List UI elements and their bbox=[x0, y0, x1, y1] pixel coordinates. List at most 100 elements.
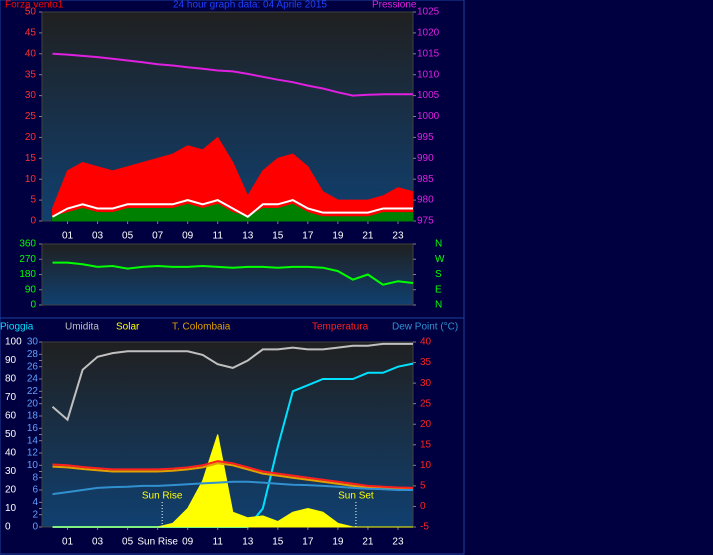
y3-tick-label: 24 bbox=[27, 374, 39, 385]
y3-tick-label: 4 bbox=[32, 497, 38, 508]
x-tick-label: 13 bbox=[242, 231, 254, 242]
x-tick-label: 01 bbox=[62, 231, 74, 242]
y2-tick-label: S bbox=[435, 269, 442, 280]
y-tick-label: 90 bbox=[5, 355, 17, 366]
chart-title: 24 hour graph data: 04 Aprile 2015 bbox=[173, 0, 327, 11]
x-tick-label: 07 bbox=[152, 231, 164, 242]
x-tick-label: 11 bbox=[213, 537, 224, 548]
y-tick-label: 70 bbox=[5, 392, 17, 403]
y2-tick-label: 1000 bbox=[417, 111, 440, 122]
y2-tick-label: -5 bbox=[420, 522, 429, 533]
y-tick-label: 40 bbox=[25, 48, 37, 59]
y2-tick-label: 985 bbox=[417, 174, 434, 185]
legend-label: T. Colombaia bbox=[172, 322, 231, 333]
y-tick-label: 30 bbox=[5, 466, 17, 477]
y2-tick-label: 40 bbox=[420, 337, 432, 348]
x-tick-label: 21 bbox=[362, 537, 374, 548]
y3-tick-label: 20 bbox=[27, 398, 39, 409]
y2-tick-label: N bbox=[435, 300, 442, 311]
y2-tick-label: 25 bbox=[420, 398, 432, 409]
y-tick-label: 80 bbox=[5, 374, 17, 385]
x-tick-label: 05 bbox=[122, 231, 134, 242]
y2-tick-label: 20 bbox=[420, 419, 432, 430]
x-tick-label: 11 bbox=[213, 231, 224, 242]
legend-label: Solar bbox=[116, 322, 140, 333]
y-tick-label: 180 bbox=[19, 269, 36, 280]
x-tick-label: 01 bbox=[62, 537, 74, 548]
y-tick-label: 15 bbox=[25, 153, 37, 164]
y-tick-label: 60 bbox=[5, 411, 17, 422]
y3-tick-label: 16 bbox=[27, 423, 39, 434]
y2-tick-label: 980 bbox=[417, 195, 434, 206]
legend-label: Dew Point (°C) bbox=[392, 322, 458, 333]
x-tick-label: Sun Rise bbox=[137, 537, 178, 548]
y-tick-label: 20 bbox=[5, 485, 17, 496]
y-tick-label: 25 bbox=[25, 111, 37, 122]
y3-tick-label: 14 bbox=[27, 435, 39, 446]
y2-tick-label: 1025 bbox=[417, 7, 440, 18]
line bbox=[51, 342, 413, 422]
x-tick-label: 09 bbox=[182, 537, 194, 548]
y-tick-label: 45 bbox=[25, 28, 37, 39]
y2-tick-label: 35 bbox=[420, 357, 432, 368]
x-tick-label: 17 bbox=[302, 231, 314, 242]
y2-tick-label: W bbox=[435, 254, 445, 265]
annotation: Sun Set bbox=[338, 491, 374, 502]
y-tick-label: 90 bbox=[25, 284, 37, 295]
legend-label: Pioggia bbox=[0, 322, 34, 333]
y-tick-label: 40 bbox=[5, 448, 17, 459]
y3-tick-label: 18 bbox=[27, 411, 39, 422]
y2-tick-label: 0 bbox=[420, 501, 426, 512]
y2-tick-label: 5 bbox=[420, 481, 426, 492]
x-tick-label: 19 bbox=[332, 231, 344, 242]
line bbox=[52, 199, 413, 219]
y-tick-label: 270 bbox=[19, 254, 36, 265]
y2-tick-label: 10 bbox=[420, 460, 432, 471]
y-tick-label: 50 bbox=[5, 429, 17, 440]
y3-tick-label: 22 bbox=[27, 386, 39, 397]
y2-tick-label: 995 bbox=[417, 132, 434, 143]
area bbox=[52, 434, 413, 528]
y-tick-label: 360 bbox=[19, 239, 36, 250]
legend-label: Umidita bbox=[65, 322, 99, 333]
y3-tick-label: 26 bbox=[27, 361, 39, 372]
y-tick-label: 35 bbox=[25, 69, 37, 80]
x-tick-label: 23 bbox=[392, 231, 404, 242]
y-tick-label: 10 bbox=[5, 503, 17, 514]
y2-tick-label: 1015 bbox=[417, 48, 440, 59]
area bbox=[52, 136, 414, 222]
x-tick-label: 21 bbox=[362, 231, 374, 242]
y2-tick-label: 1005 bbox=[417, 90, 440, 101]
y2-tick-label: 975 bbox=[417, 216, 434, 227]
y2-tick-label: N bbox=[435, 239, 442, 250]
y2-tick-label: 1010 bbox=[417, 69, 440, 80]
x-tick-label: 17 bbox=[302, 537, 314, 548]
y3-tick-label: 10 bbox=[27, 460, 39, 471]
bottom-frame bbox=[0, 317, 465, 555]
x-tick-label: 05 bbox=[122, 537, 134, 548]
line bbox=[52, 480, 413, 496]
x-tick-label: 09 bbox=[182, 231, 194, 242]
y2-tick-label: 990 bbox=[417, 153, 434, 164]
y-tick-label: 30 bbox=[25, 90, 37, 101]
y3-tick-label: 30 bbox=[27, 337, 39, 348]
line bbox=[52, 460, 414, 489]
y2-tick-label: 1020 bbox=[417, 28, 440, 39]
y3-tick-label: 0 bbox=[32, 522, 38, 533]
y3-tick-label: 8 bbox=[32, 472, 38, 483]
x-tick-label: 03 bbox=[92, 537, 104, 548]
x-tick-label: 19 bbox=[332, 537, 344, 548]
y2-tick-label: E bbox=[435, 284, 442, 295]
y-tick-label: 0 bbox=[5, 522, 11, 533]
legend-label: Pressione bbox=[372, 0, 417, 11]
plot-area bbox=[41, 243, 414, 306]
x-tick-label: 13 bbox=[242, 537, 254, 548]
x-tick-label: 15 bbox=[272, 537, 284, 548]
y-tick-label: 5 bbox=[30, 195, 36, 206]
x-tick-label: 23 bbox=[392, 537, 404, 548]
line bbox=[52, 462, 414, 491]
legend-label: Forza vento1 bbox=[5, 0, 64, 11]
y-tick-label: 0 bbox=[30, 300, 36, 311]
